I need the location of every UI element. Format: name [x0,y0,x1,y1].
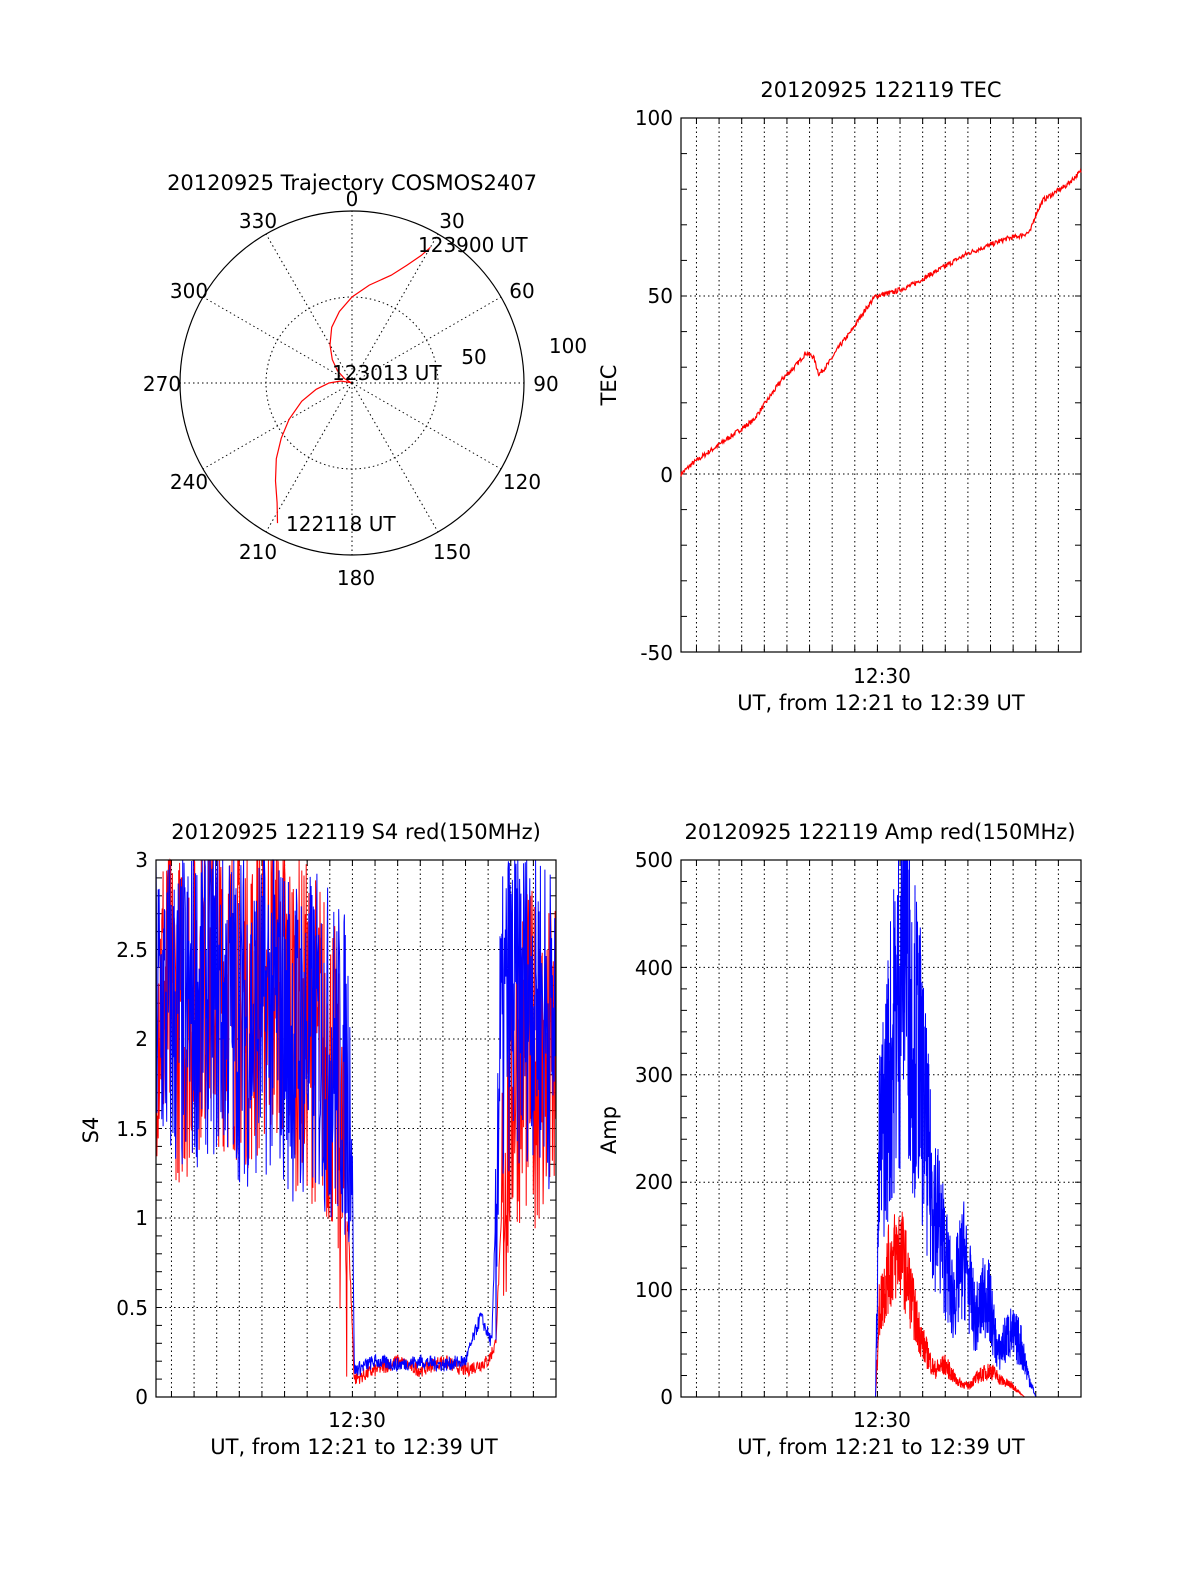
radius-label-100: 100 [549,334,587,358]
tec-y-axis-label: TEC [597,365,621,407]
trajectory-polar-plot: 20120925 Trajectory COSMOS2407 0 30 60 9… [143,171,587,590]
angle-label-150: 150 [433,540,471,564]
angle-label-180: 180 [337,566,375,590]
polar-grid [180,211,524,555]
tec-y-tick: 50 [648,284,673,308]
angle-label-330: 330 [239,209,277,233]
s4-y-axis-label: S4 [79,1117,103,1144]
s4-x-tick: 12:30 [328,1408,386,1432]
polar-grid-spoke [351,382,439,533]
angle-label-120: 120 [503,470,541,494]
polar-grid-spoke [351,233,439,384]
amp-y-tick: 300 [635,1063,673,1087]
tec-series-group [680,168,1082,477]
s4-chart: 20120925 122119 S4 red(150MHz) 3 2.5 2 1… [79,820,557,1459]
amp-x-tick: 12:30 [853,1408,911,1432]
amp-title: 20120925 122119 Amp red(150MHz) [684,820,1075,844]
annotation-start-time: 122118 UT [286,512,396,536]
s4-x-axis-label: UT, from 12:21 to 12:39 UT [210,1435,498,1459]
s4-title: 20120925 122119 S4 red(150MHz) [171,820,541,844]
amp-chart: 20120925 122119 Amp red(150MHz) 500 400 … [597,820,1082,1459]
s4-y-tick: 2 [135,1027,148,1051]
angle-label-0: 0 [346,187,359,211]
tec-x-tick: 12:30 [853,664,911,688]
s4-plot-frame [155,859,557,1398]
tec-y-tick: 100 [635,106,673,130]
polar-angle-labels: 0 30 60 90 120 150 180 210 240 270 300 3… [143,187,559,590]
angle-label-270: 270 [143,372,181,396]
polar-grid-spoke [202,382,353,470]
polar-grid-spoke [351,382,502,470]
amp-y-tick: 400 [635,956,673,980]
s4-series-group [155,858,557,1385]
tec-title: 20120925 122119 TEC [760,78,1001,102]
polar-title: 20120925 Trajectory COSMOS2407 [167,171,537,195]
tec-minor-ticks [681,117,1081,653]
angle-label-240: 240 [170,470,208,494]
tec-grid [681,118,1081,652]
s4-y-tick: 2.5 [116,938,148,962]
s4-y-tick: 0.5 [116,1296,148,1320]
amp-y-tick: 0 [660,1385,673,1409]
angle-label-300: 300 [170,279,208,303]
amp-series-group [681,859,1081,1398]
amp-plot-frame [680,859,1082,1398]
angle-label-210: 210 [239,540,277,564]
amp-y-tick: 200 [635,1170,673,1194]
angle-label-60: 60 [509,279,534,303]
series-line [681,1211,1081,1398]
polar-grid-spoke [265,382,353,533]
s4-y-tick: 1 [135,1206,148,1230]
amp-y-axis-label: Amp [597,1106,621,1154]
tec-y-tick: 0 [660,463,673,487]
s4-y-tick: 0 [135,1385,148,1409]
amp-y-tick: 100 [635,1278,673,1302]
tec-plot-frame [680,117,1082,653]
series-line [680,168,1082,477]
s4-grid [156,860,556,1397]
polar-grid-spoke [265,233,353,384]
tec-x-axis-label: UT, from 12:21 to 12:39 UT [737,691,1025,715]
s4-y-tick: 3 [135,848,148,872]
angle-label-90: 90 [533,372,558,396]
s4-y-tick: 1.5 [116,1117,148,1141]
tec-y-tick: -50 [640,641,673,665]
polar-grid-spoke [202,296,353,384]
polar-grid-spoke [351,296,502,384]
annotation-end-time: 123900 UT [418,233,528,257]
amp-grid [681,860,1081,1397]
radius-label-50: 50 [461,345,486,369]
angle-label-30: 30 [439,209,464,233]
annotation-mid-time: 123013 UT [332,361,442,385]
series-line [155,858,557,1377]
tec-chart: 20120925 122119 TEC 100 50 0 -50 12:30 U… [597,78,1082,715]
amp-y-tick: 500 [635,848,673,872]
polar-outer-circle [179,210,525,556]
amp-x-axis-label: UT, from 12:21 to 12:39 UT [737,1435,1025,1459]
trajectory-trace [274,246,431,524]
